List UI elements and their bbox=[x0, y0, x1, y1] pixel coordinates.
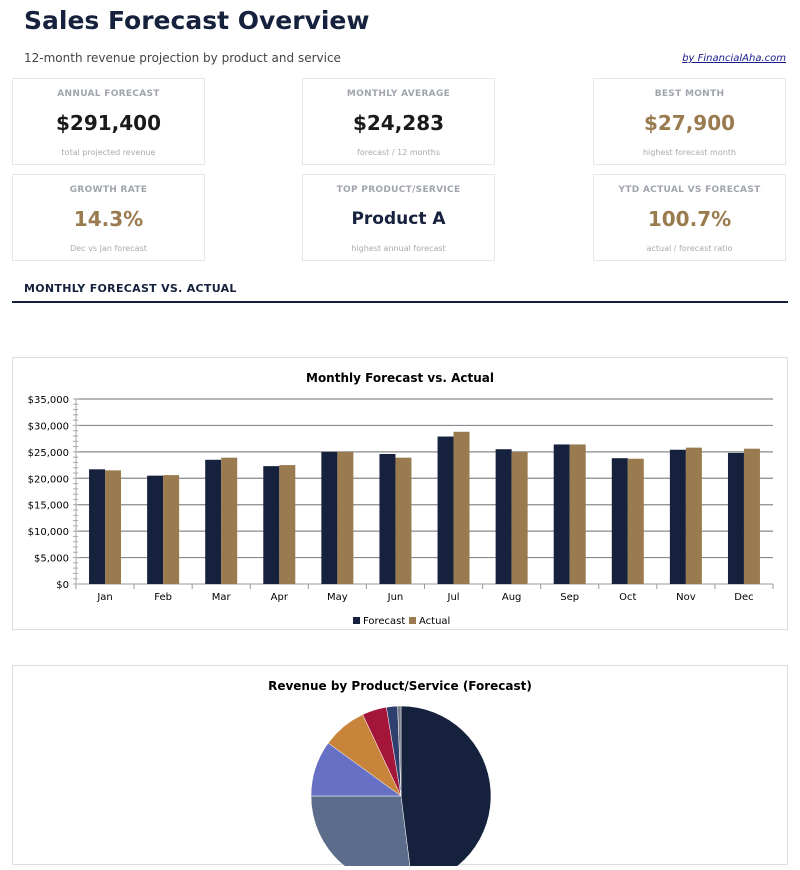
x-tick-label: Nov bbox=[676, 592, 696, 603]
kpi-subtext: forecast / 12 months bbox=[357, 148, 440, 157]
bar-actual-feb[interactable] bbox=[163, 475, 180, 584]
y-tick-label: $20,000 bbox=[28, 474, 69, 485]
x-tick-label: Apr bbox=[271, 592, 289, 603]
bar-forecast-jun[interactable] bbox=[379, 453, 396, 584]
section-title: MONTHLY FORECAST VS. ACTUAL bbox=[24, 282, 237, 295]
kpi-card: MONTHLY AVERAGE $24,283 forecast / 12 mo… bbox=[302, 78, 495, 165]
y-tick-label: $10,000 bbox=[28, 527, 69, 538]
bar-forecast-mar[interactable] bbox=[205, 459, 222, 584]
kpi-subtext: Dec vs Jan forecast bbox=[70, 244, 147, 253]
pie-slice[interactable] bbox=[397, 705, 402, 797]
kpi-card: ANNUAL FORECAST $291,400 total projected… bbox=[12, 78, 205, 165]
bar-forecast-apr[interactable] bbox=[263, 466, 280, 584]
kpi-label: BEST MONTH bbox=[654, 89, 725, 99]
kpi-card: BEST MONTH $27,900 highest forecast mont… bbox=[593, 78, 786, 165]
y-tick-label: $25,000 bbox=[28, 448, 69, 459]
kpi-card: TOP PRODUCT/SERVICE Product A highest an… bbox=[302, 174, 495, 261]
bar-actual-mar[interactable] bbox=[221, 457, 238, 584]
pie-chart-panel: Revenue by Product/Service (Forecast) bbox=[12, 665, 788, 870]
x-tick-label: Jan bbox=[96, 592, 112, 603]
pie-slice[interactable] bbox=[310, 795, 412, 870]
kpi-label: GROWTH RATE bbox=[69, 185, 148, 195]
x-tick-label: May bbox=[327, 592, 348, 603]
kpi-value: 14.3% bbox=[73, 207, 144, 231]
legend-label-actual: Actual bbox=[419, 616, 450, 627]
chart-title: Monthly Forecast vs. Actual bbox=[306, 371, 494, 385]
bar-chart-panel: Monthly Forecast vs. Actual $0 $5,000 $10,0… bbox=[12, 357, 788, 630]
bar-actual-aug[interactable] bbox=[511, 451, 528, 584]
kpi-value: $24,283 bbox=[352, 111, 445, 135]
kpi-label: TOP PRODUCT/SERVICE bbox=[336, 185, 461, 195]
bar-forecast-nov[interactable] bbox=[669, 449, 686, 584]
x-tick-label: Aug bbox=[502, 592, 522, 603]
bar-actual-sep[interactable] bbox=[569, 444, 586, 584]
bar-forecast-jul[interactable] bbox=[437, 436, 454, 584]
chart-title: Revenue by Product/Service (Forecast) bbox=[268, 679, 532, 693]
kpi-subtext: highest forecast month bbox=[642, 148, 737, 157]
kpi-subtext: actual / forecast ratio bbox=[646, 244, 733, 253]
bar-actual-oct[interactable] bbox=[627, 458, 644, 584]
y-tick-label: $35,000 bbox=[28, 395, 69, 406]
bar-forecast-jan[interactable] bbox=[89, 469, 106, 584]
kpi-card: GROWTH RATE 14.3% Dec vs Jan forecast bbox=[12, 174, 205, 261]
kpi-value: 100.7% bbox=[647, 207, 732, 231]
x-tick-label: Oct bbox=[619, 592, 636, 603]
bar-forecast-oct[interactable] bbox=[611, 458, 628, 584]
kpi-value: Product A bbox=[351, 209, 446, 229]
y-tick-label: $0 bbox=[56, 580, 69, 591]
bar-actual-may[interactable] bbox=[337, 451, 354, 584]
credit-link[interactable]: by FinancialAha.com bbox=[682, 53, 786, 64]
kpi-value: $291,400 bbox=[55, 111, 161, 135]
bar-forecast-feb[interactable] bbox=[147, 475, 164, 584]
legend-swatch-actual bbox=[409, 617, 416, 624]
bar-forecast-may[interactable] bbox=[321, 451, 338, 584]
kpi-value: $27,900 bbox=[643, 111, 736, 135]
kpi-label: MONTHLY AVERAGE bbox=[346, 89, 451, 99]
y-tick-label: $5,000 bbox=[34, 554, 69, 565]
kpi-subtext: total projected revenue bbox=[61, 148, 156, 157]
section-divider bbox=[12, 301, 788, 303]
bar-forecast-aug[interactable] bbox=[495, 449, 512, 584]
legend-label-forecast: Forecast bbox=[363, 616, 405, 627]
bar-actual-nov[interactable] bbox=[685, 447, 702, 584]
bar-actual-jun[interactable] bbox=[395, 457, 412, 584]
bar-forecast-sep[interactable] bbox=[553, 444, 570, 584]
bar-chart: Monthly Forecast vs. Actual $0 $5,000 $10,0… bbox=[28, 371, 774, 627]
pie-slice[interactable] bbox=[400, 705, 492, 870]
kpi-subtext: highest annual forecast bbox=[351, 244, 446, 253]
bar-actual-jul[interactable] bbox=[453, 431, 470, 584]
bar-actual-apr[interactable] bbox=[279, 465, 296, 584]
legend-swatch-forecast bbox=[353, 617, 360, 624]
page-subtitle: 12-month revenue projection by product a… bbox=[24, 51, 341, 65]
bar-actual-jan[interactable] bbox=[105, 470, 122, 584]
x-tick-label: Mar bbox=[212, 592, 232, 603]
y-tick-label: $15,000 bbox=[28, 501, 69, 512]
x-tick-label: Feb bbox=[154, 592, 172, 603]
x-tick-label: Jul bbox=[447, 592, 460, 603]
x-tick-label: Sep bbox=[560, 592, 579, 603]
pie-chart: Revenue by Product/Service (Forecast) bbox=[268, 679, 532, 870]
bar-actual-dec[interactable] bbox=[743, 448, 760, 584]
bar-forecast-dec[interactable] bbox=[727, 452, 744, 584]
x-tick-label: Jun bbox=[387, 592, 404, 603]
kpi-card: YTD ACTUAL VS FORECAST 100.7% actual / f… bbox=[593, 174, 786, 261]
y-tick-label: $30,000 bbox=[28, 421, 69, 432]
kpi-label: ANNUAL FORECAST bbox=[57, 89, 160, 99]
page-title: Sales Forecast Overview bbox=[24, 6, 370, 35]
x-tick-label: Dec bbox=[734, 592, 753, 603]
kpi-label: YTD ACTUAL VS FORECAST bbox=[618, 185, 761, 195]
